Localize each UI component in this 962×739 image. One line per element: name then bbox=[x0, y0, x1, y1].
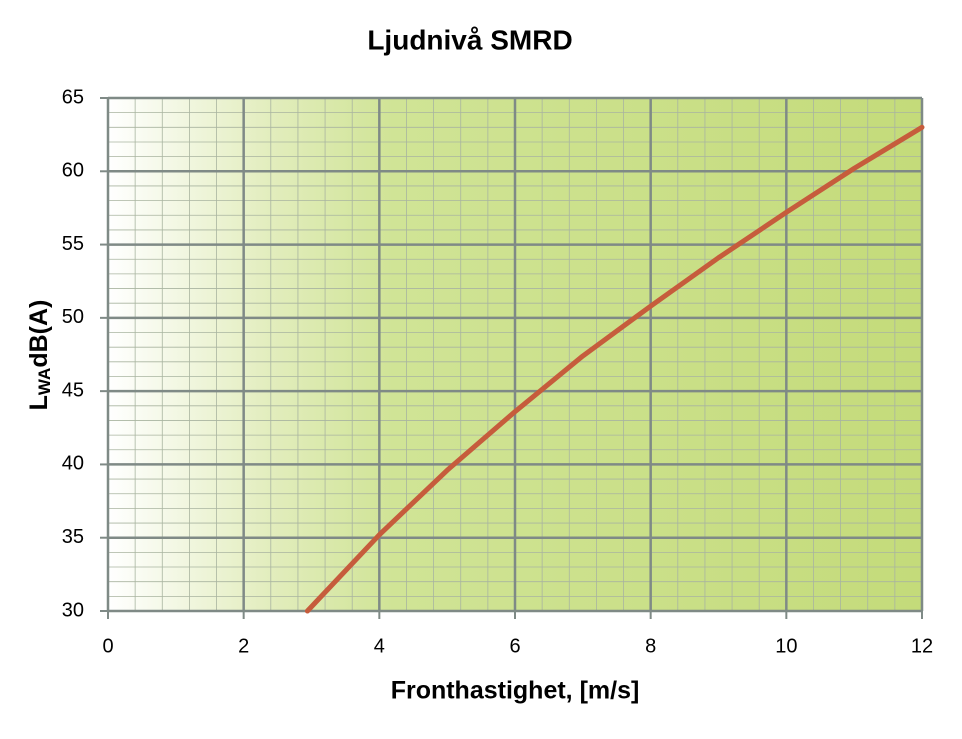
series-line bbox=[304, 124, 925, 614]
y-tick-label: 30 bbox=[62, 599, 84, 621]
x-tick-label: 10 bbox=[775, 635, 797, 657]
y-tick-label: 60 bbox=[62, 160, 84, 182]
y-tick-label: 40 bbox=[62, 453, 84, 475]
x-axis-label: Fronthastighet, [m/s] bbox=[391, 677, 640, 705]
y-tick-label: 45 bbox=[62, 379, 84, 401]
chart-title: Ljudnivå SMRD bbox=[367, 24, 572, 55]
x-tick-label: 6 bbox=[509, 635, 520, 657]
y-axis-label: LWAdB(A) bbox=[25, 300, 55, 411]
y-axis-label-rest: dB(A) bbox=[25, 300, 53, 368]
x-tick-label: 0 bbox=[102, 635, 113, 657]
y-tick-label: 55 bbox=[62, 233, 84, 255]
y-tick-label: 65 bbox=[62, 86, 84, 108]
x-tick-label: 12 bbox=[911, 635, 933, 657]
x-tick-label: 4 bbox=[374, 635, 385, 657]
y-tick-label: 50 bbox=[62, 306, 84, 328]
y-axis-label-sub: WA bbox=[35, 368, 54, 395]
y-axis-label-main: L bbox=[25, 395, 53, 410]
y-tick-label: 35 bbox=[62, 526, 84, 548]
x-tick-label: 8 bbox=[645, 635, 656, 657]
x-tick-label: 2 bbox=[238, 635, 249, 657]
